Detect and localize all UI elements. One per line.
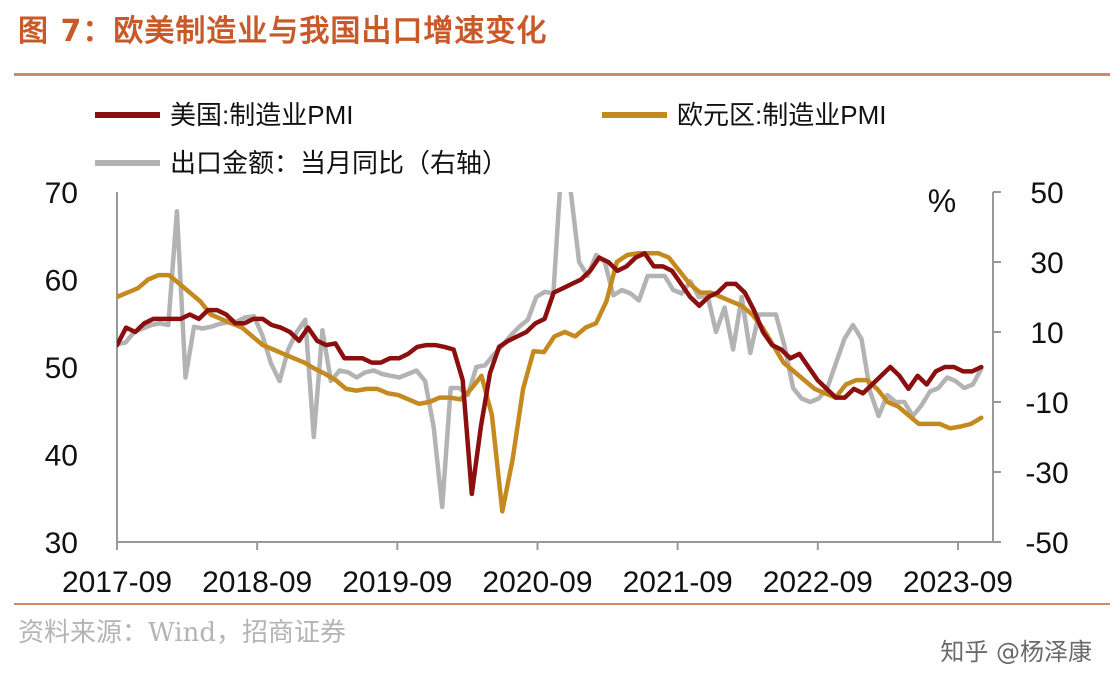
exports-yoy-line: [117, 192, 984, 510]
right-tick-label: -10: [1025, 387, 1068, 420]
x-tick-label: 2019-09: [342, 566, 452, 599]
right-tick-label: 30: [1030, 247, 1063, 280]
left-axis-ticks: 70 60 50 40 30: [45, 177, 78, 560]
x-tick-label: 2018-09: [202, 566, 312, 599]
x-tick-label: 2022-09: [763, 566, 873, 599]
left-tick-label: 30: [45, 527, 78, 560]
right-axis-unit: %: [928, 183, 956, 219]
right-tick-label: 50: [1030, 177, 1063, 210]
right-tick-label: -30: [1025, 457, 1068, 490]
figure-title: 图 7：欧美制造业与我国出口增速变化: [18, 14, 548, 49]
x-tick-label: 2023-09: [903, 566, 1013, 599]
watermark: 知乎 @杨泽康: [940, 638, 1092, 666]
left-tick-label: 70: [45, 177, 78, 210]
left-tick-label: 40: [45, 440, 78, 473]
x-tick-label: 2020-09: [482, 566, 592, 599]
footer-divider: [14, 603, 1110, 605]
legend: 美国:制造业PMI 欧元区:制造业PMI 出口金额：当月同比（右轴）: [95, 100, 886, 178]
right-tick-label: -50: [1025, 527, 1068, 560]
legend-label-eu-pmi: 欧元区:制造业PMI: [677, 100, 886, 130]
x-axis-ticks: 2017-09 2018-09 2019-09 2020-09 2021-09 2022-…: [62, 542, 1013, 599]
source-note: 资料来源：Wind，招商证券: [18, 618, 346, 648]
right-tick-label: 10: [1030, 317, 1063, 350]
legend-label-exports: 出口金额：当月同比（右轴）: [170, 148, 508, 178]
us-pmi-line: [117, 251, 984, 497]
series-layer: [117, 192, 984, 514]
x-tick-label: 2021-09: [623, 566, 733, 599]
title-divider: [14, 73, 1110, 76]
left-tick-label: 50: [45, 352, 78, 385]
left-tick-label: 60: [45, 265, 78, 298]
legend-label-us-pmi: 美国:制造业PMI: [170, 100, 353, 130]
x-tick-label: 2017-09: [62, 566, 172, 599]
right-axis-ticks: 50 30 10 -10 -30 -50: [993, 177, 1069, 560]
